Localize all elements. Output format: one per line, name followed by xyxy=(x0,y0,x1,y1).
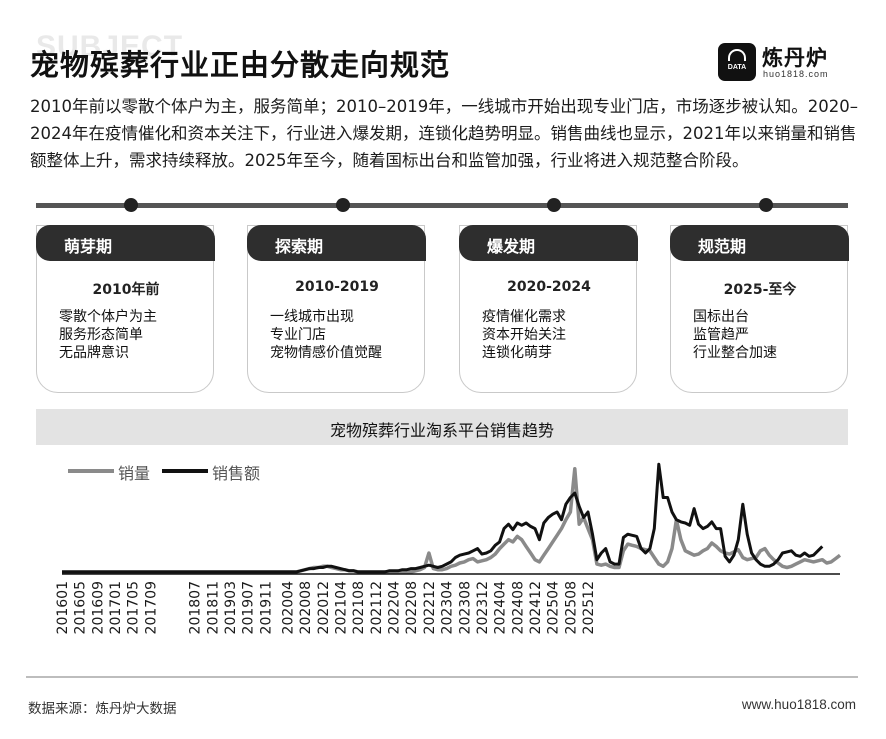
chart-title: 宠物殡葬行业淘系平台销售趋势 xyxy=(329,421,554,440)
x-tick-label: 201807 xyxy=(188,581,204,634)
series-line-amount xyxy=(62,462,824,574)
x-tick-label: 202012 xyxy=(316,581,332,634)
x-tick-label: 201609 xyxy=(90,581,106,634)
sales-trend-chart: 201601 201605 201609 201701 201705 201709 2018… xyxy=(55,462,842,635)
stage-period: 2010年前 xyxy=(92,282,160,298)
brand-url: huo1818.com xyxy=(763,69,829,79)
stage-point: 无品牌意识 xyxy=(59,345,129,361)
stage-card: 爆发期 2020-2024 疫情催化需求 资本开始关注 连锁化萌芽 xyxy=(459,225,638,393)
x-tick-label: 202208 xyxy=(404,581,420,634)
brand-logo: DATA 炼丹炉 huo1818.com xyxy=(718,40,848,84)
stage-period: 2025-至今 xyxy=(723,282,797,298)
x-tick-label: 202404 xyxy=(493,581,509,635)
brand-name: 炼丹炉 xyxy=(762,46,828,70)
stage-point: 连锁化萌芽 xyxy=(482,345,552,361)
site-url: www.huo1818.com xyxy=(741,697,856,712)
footer-divider xyxy=(26,676,858,678)
x-tick-label: 202104 xyxy=(333,581,349,635)
stage-point: 一线城市出现 xyxy=(270,309,354,325)
stage-point: 专业门店 xyxy=(270,327,326,343)
stage-header: 规范期 xyxy=(670,225,849,261)
stage-point: 零散个体户为主 xyxy=(59,309,157,325)
legend-swatch-volume xyxy=(68,469,114,473)
timeline-dot xyxy=(124,198,138,212)
brand-mark-text: DATA xyxy=(727,64,747,71)
stage-point: 行业整合加速 xyxy=(693,345,777,361)
x-tick-label: 201601 xyxy=(55,581,71,634)
stage-header: 探索期 xyxy=(247,225,426,261)
x-tick-label: 202112 xyxy=(369,581,385,634)
x-tick-label: 201705 xyxy=(126,581,142,634)
x-tick-label: 202108 xyxy=(351,581,367,634)
timeline-dot xyxy=(759,198,773,212)
stage-card: 规范期 2025-至今 国标出台 监管趋严 行业整合加速 xyxy=(670,225,849,393)
stage-name: 规范期 xyxy=(698,237,747,256)
x-tick-label: 202204 xyxy=(387,581,403,635)
page-title: 宠物殡葬行业正由分散走向规范 xyxy=(30,48,451,82)
stage-header: 爆发期 xyxy=(459,225,638,261)
x-tick-label: 201709 xyxy=(143,581,159,634)
stage-name: 爆发期 xyxy=(487,237,536,256)
data-source: 数据来源：炼丹炉大数据 xyxy=(28,701,177,717)
background-watermark: SUBJECT xyxy=(36,30,184,63)
x-tick-label: 202408 xyxy=(510,581,526,634)
x-tick-label: 201907 xyxy=(241,581,257,634)
legend-swatch-amount xyxy=(162,469,208,473)
stage-period: 2010-2019 xyxy=(295,279,379,295)
timeline-dot xyxy=(547,198,561,212)
stage-name: 萌芽期 xyxy=(64,237,113,256)
stage-point: 资本开始关注 xyxy=(482,327,566,343)
x-tick-label: 202508 xyxy=(563,581,579,634)
brand-mark-icon: DATA xyxy=(718,43,756,81)
x-tick-label: 202312 xyxy=(475,581,491,634)
x-tick-label: 202008 xyxy=(298,581,314,634)
stage-name: 探索期 xyxy=(275,237,324,256)
x-tick-label: 201911 xyxy=(258,581,274,634)
x-tick-label: 202512 xyxy=(581,581,597,634)
stage-point: 疫情催化需求 xyxy=(482,309,566,325)
stage-period: 2020-2024 xyxy=(507,279,591,295)
x-tick-label: 201903 xyxy=(223,581,239,634)
stage-point: 国标出台 xyxy=(693,309,749,325)
stage-card: 萌芽期 2010年前 零散个体户为主 服务形态简单 无品牌意识 xyxy=(36,225,215,393)
x-tick-label: 201701 xyxy=(108,581,124,634)
x-tick-label: 202304 xyxy=(440,581,456,635)
intro-paragraph: 2010年前以零散个体户为主，服务简单；2010–2019年，一线城市开始出现专… xyxy=(30,97,858,170)
stage-point: 宠物情感价值觉醒 xyxy=(270,345,382,361)
x-tick-label: 202308 xyxy=(457,581,473,634)
legend-label-volume: 销量 xyxy=(118,464,151,483)
x-tick-label: 202004 xyxy=(280,581,296,635)
stage-point: 服务形态简单 xyxy=(59,327,143,343)
timeline-line xyxy=(36,203,848,208)
x-tick-label: 201811 xyxy=(205,581,221,634)
x-tick-label: 201605 xyxy=(73,581,89,634)
chart-title-band: 宠物殡葬行业淘系平台销售趋势 xyxy=(36,409,848,445)
x-tick-label: 202504 xyxy=(546,581,562,635)
legend-label-amount: 销售额 xyxy=(212,464,261,483)
stage-header: 萌芽期 xyxy=(36,225,215,261)
stage-card: 探索期 2010-2019 一线城市出现 专业门店 宠物情感价值觉醒 xyxy=(247,225,426,393)
stage-point: 监管趋严 xyxy=(693,327,749,343)
series-line-volume xyxy=(62,466,842,574)
x-tick-label: 202412 xyxy=(528,581,544,634)
x-tick-label: 202212 xyxy=(422,581,438,634)
timeline-dot xyxy=(336,198,350,212)
